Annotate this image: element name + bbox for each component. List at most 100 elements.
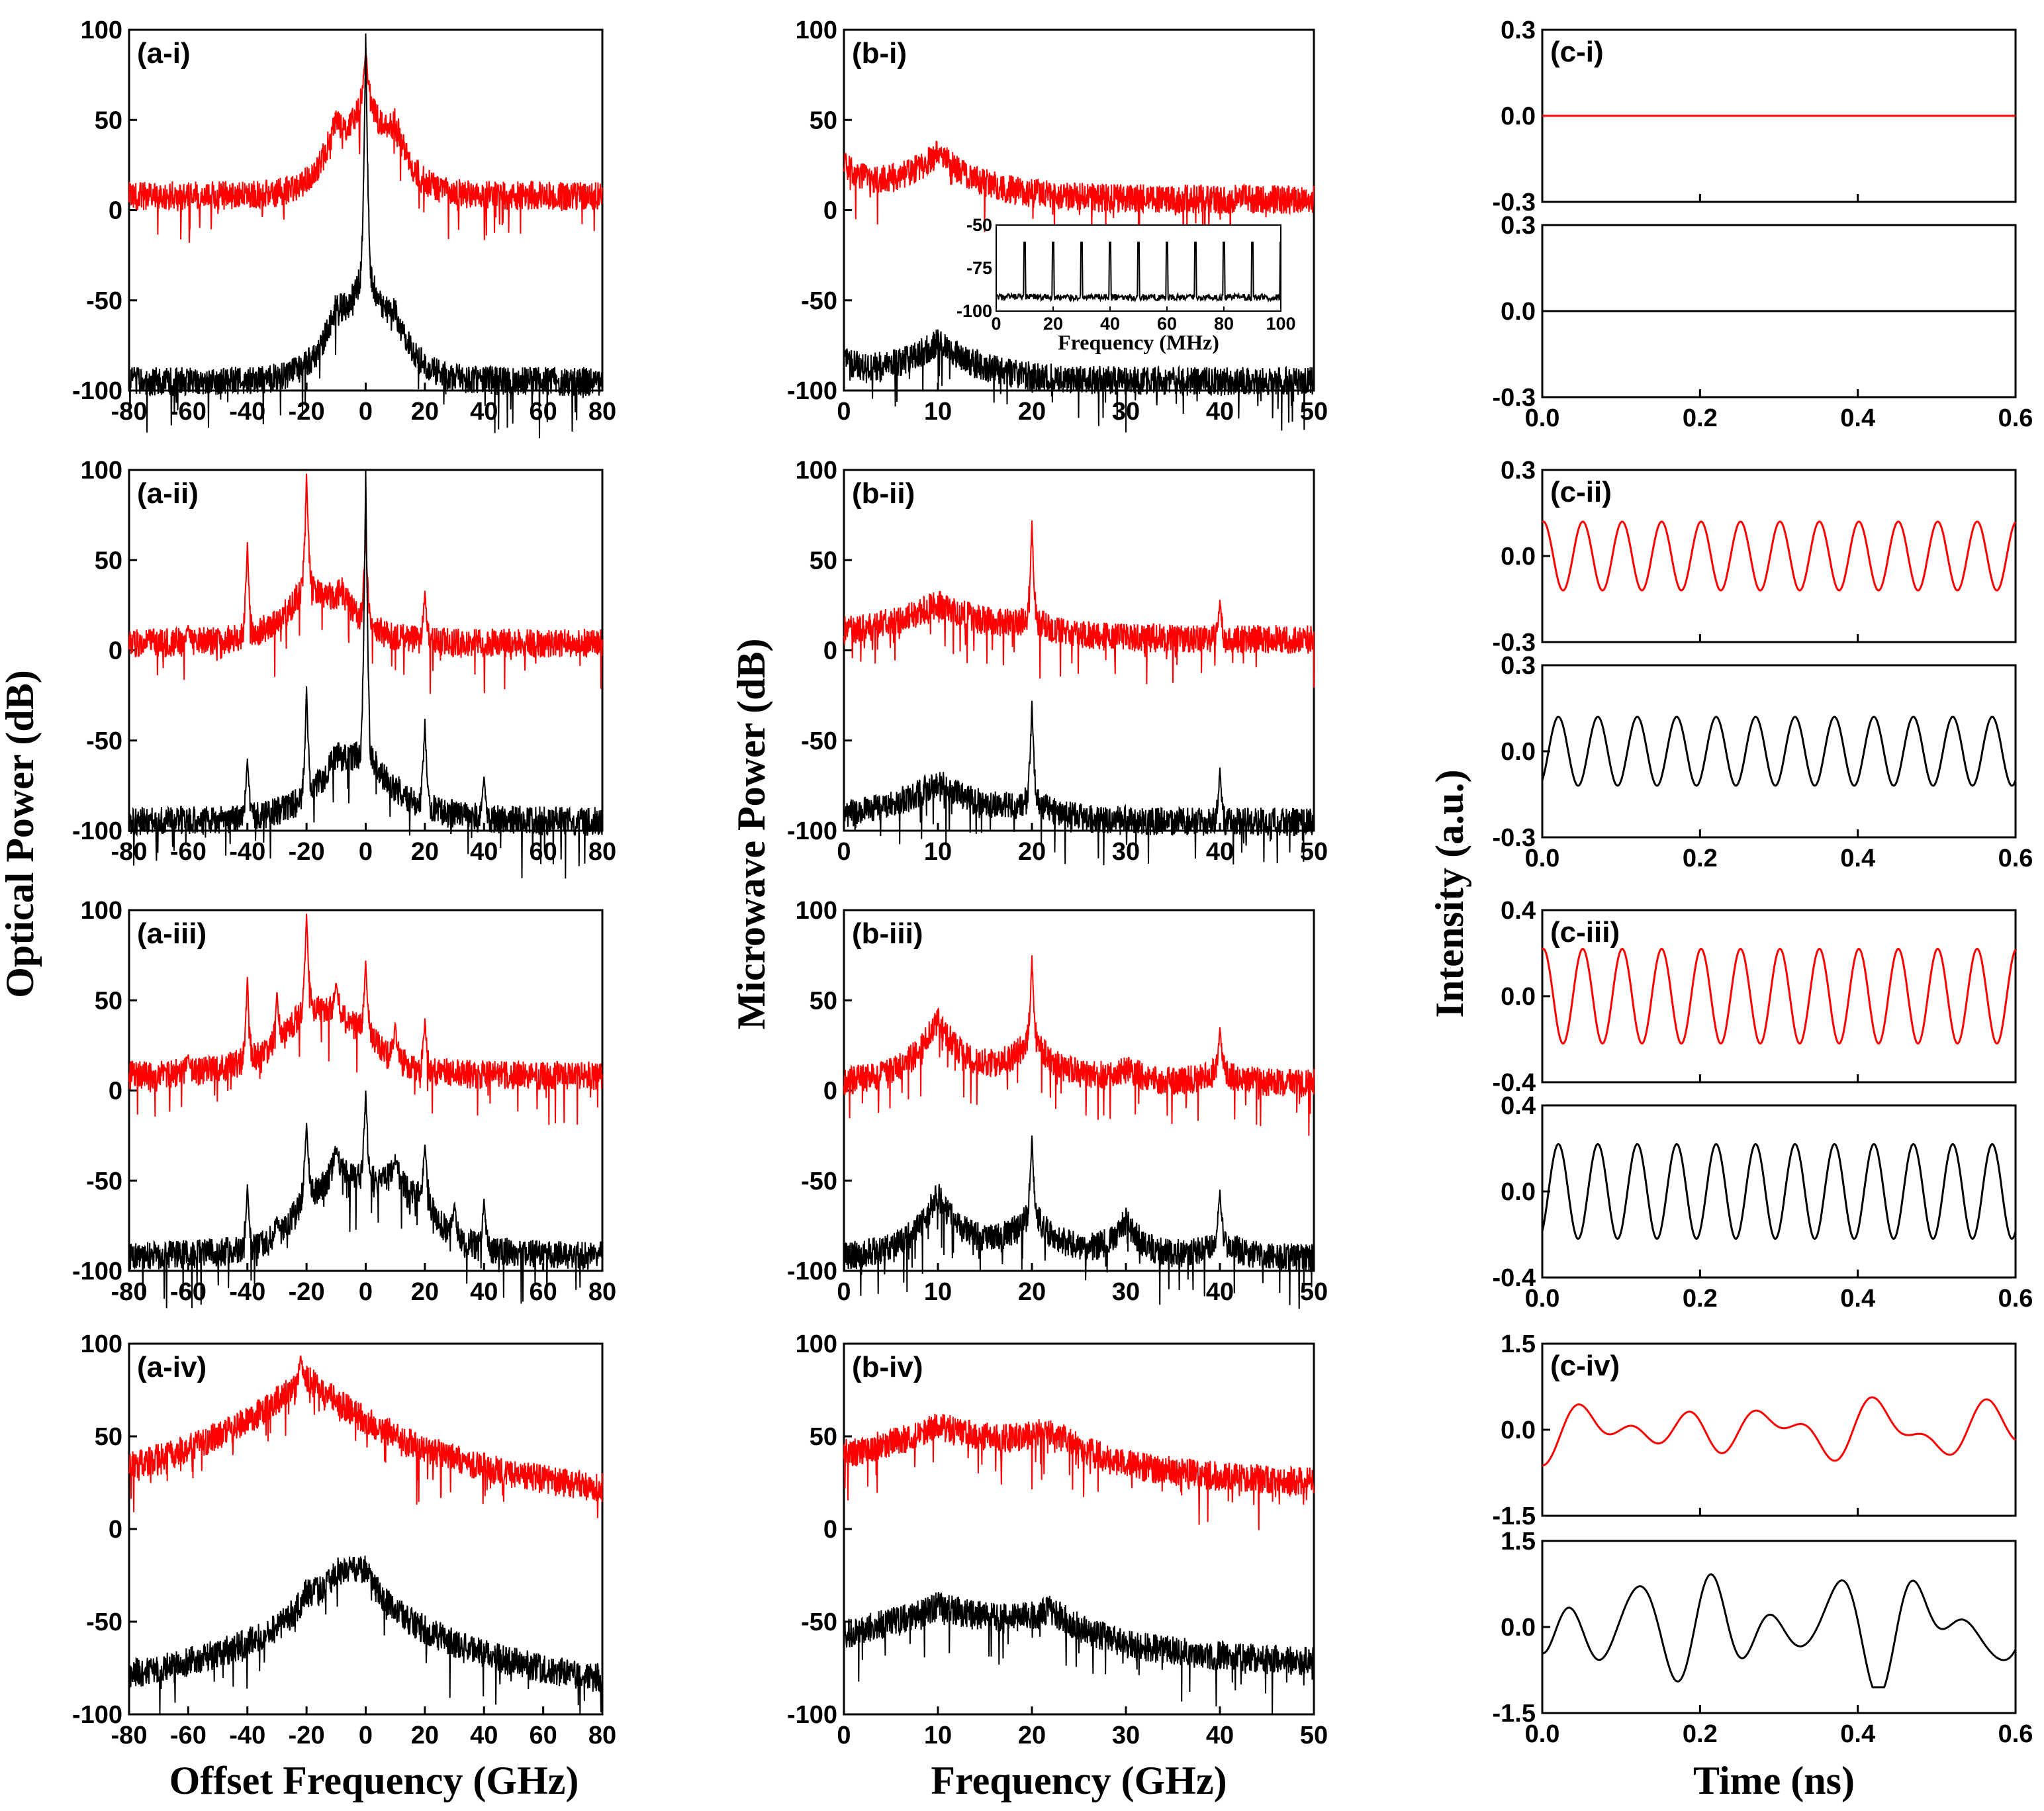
time-panel-2-bottom-ytick-label: 0.3 (1501, 652, 1536, 680)
microwave-panel-4-ytick-label: -50 (801, 1608, 837, 1636)
offset-frequency-axis-label: Offset Frequency (GHz) (169, 1759, 579, 1802)
time-panel-3-black-trace (1541, 1142, 2017, 1240)
microwave-panel-2-ytick-label: 100 (796, 457, 837, 485)
optical-panel-2-ytick-label: 50 (95, 547, 122, 575)
optical-panel-3-xtick-label: 80 (588, 1278, 616, 1306)
microwave-panel-4-black-series (843, 1592, 1315, 1714)
optical-panel-2-ytick-label: -50 (86, 727, 122, 755)
microwave-panel-3-ytick-label: 0 (823, 1078, 837, 1105)
microwave-panel-3-ytick-label: -100 (787, 1258, 837, 1285)
microwave-panel-2-ytick-label: -50 (801, 727, 837, 755)
time-panel-1-bottom-ytick-label: -0.3 (1493, 384, 1536, 412)
time-panel-4-bottom-xtick-label: 0.0 (1525, 1720, 1560, 1748)
optical-panel-2-ytick-label: -100 (72, 817, 122, 845)
microwave-panel-3-black-series (843, 1135, 1315, 1309)
time-panel-4-bottom-ytick-label: 0.0 (1501, 1614, 1536, 1642)
microwave-panel-1-label: (b-i) (852, 37, 907, 70)
microwave-panel-4-xtick-label: 10 (924, 1722, 952, 1749)
time-panel-3-bottom-xtick-label: 0.6 (1998, 1285, 2033, 1313)
microwave-panel-2-xtick-label: 0 (837, 838, 851, 866)
microwave-panel-3-frame (843, 909, 1315, 1272)
time-panel-1-bottom-ytick-label: 0.0 (1501, 298, 1536, 326)
optical-panel-1-black-series (128, 33, 603, 439)
optical-panel-3-xtick-label: -80 (111, 1278, 148, 1306)
microwave-panel-2-xtick-label: 40 (1206, 838, 1234, 866)
time-panel-4-top-ytick-label: -1.5 (1493, 1503, 1536, 1530)
optical-panel-4-ytick-label: 0 (109, 1516, 122, 1544)
time-panel-4-bottom-ytick-label: -1.5 (1493, 1700, 1536, 1728)
time-panel-3-bottom-ytick-label: -0.4 (1493, 1264, 1536, 1292)
inset-xtick-label: 60 (1157, 314, 1177, 334)
time-panel-2-top-ytick-label: 0.0 (1501, 543, 1536, 571)
optical-panel-1-xtick-label: 60 (529, 398, 557, 426)
inset-xtick-label: 0 (991, 314, 1001, 334)
microwave-panel-1-ytick-label: 0 (823, 197, 837, 225)
time-panel-4-top-ytick-label: 0.0 (1501, 1416, 1536, 1444)
optical-panel-4-ytick-label: 100 (81, 1330, 122, 1358)
optical-panel-3-label: (a-iii) (137, 917, 207, 950)
inset-ytick-label: -50 (966, 215, 992, 235)
inset-ytick-label: -100 (956, 301, 992, 321)
optical-panel-1-xtick-label: -60 (170, 398, 207, 426)
time-panel-4-red-trace (1542, 1396, 2016, 1467)
optical-panel-4-red-series (128, 1355, 603, 1518)
time-panel-2-top-ytick-label: -0.3 (1493, 629, 1536, 657)
time-panel-3-top-ytick-label: 0.0 (1501, 983, 1536, 1011)
optical-panel-2-ytick-label: 0 (109, 637, 122, 665)
optical-panel-4-xtick-label: 20 (411, 1722, 439, 1749)
microwave-panel-4-ytick-label: 0 (823, 1516, 837, 1544)
time-panel-2-black-trace (1541, 716, 2017, 787)
time-panel-1-bottom-xtick-label: 0.6 (1998, 404, 2033, 432)
time-panel-3-bottom-ytick-label: 0.0 (1501, 1178, 1536, 1206)
time-panel-4-black-trace (1542, 1573, 2017, 1689)
optical-panel-3-ytick-label: 100 (81, 897, 122, 925)
microwave-panel-3-xtick-label: 0 (837, 1278, 851, 1306)
optical-panel-1-xtick-label: -80 (111, 398, 148, 426)
optical-panel-1-xtick-label: 40 (470, 398, 498, 426)
optical-panel-4-xtick-label: -80 (111, 1722, 148, 1749)
optical-panel-3-xtick-label: 60 (529, 1278, 557, 1306)
optical-panel-3-xtick-label: 20 (411, 1278, 439, 1306)
microwave-panel-2-ytick-label: -100 (787, 817, 837, 845)
optical-panel-2-xtick-label: 20 (411, 838, 439, 866)
microwave-panel-1-ytick-label: 50 (810, 107, 837, 134)
microwave-panel-2-xtick-label: 50 (1300, 838, 1328, 866)
microwave-panel-1-red-series (843, 140, 1315, 247)
optical-panel-3-xtick-label: 0 (359, 1278, 373, 1306)
time-panel-1-top-ytick-label: -0.3 (1493, 189, 1536, 216)
optical-panel-2-xtick-label: -80 (111, 838, 148, 866)
microwave-panel-1-ytick-label: -100 (787, 377, 837, 405)
microwave-panel-1-xtick-label: 0 (837, 398, 851, 426)
inset-ytick-label: -75 (966, 258, 992, 278)
optical-panel-4-xtick-label: -40 (229, 1722, 265, 1749)
microwave-panel-3-xtick-label: 10 (924, 1278, 952, 1306)
microwave-panel-4-xtick-label: 50 (1300, 1722, 1328, 1749)
optical-panel-4-xtick-label: 60 (529, 1722, 557, 1749)
time-panel-3-red-trace (1542, 947, 2017, 1045)
time-panel-4-top-ytick-label: 1.5 (1501, 1330, 1536, 1358)
optical-panel-4-black-series (128, 1556, 603, 1716)
inset-xtick-label: 100 (1266, 314, 1295, 334)
microwave-panel-1-xtick-label: 10 (924, 398, 952, 426)
optical-panel-4-xtick-label: 80 (588, 1722, 616, 1749)
optical-panel-4-label: (a-iv) (137, 1351, 207, 1383)
optical-power-axis-label: Optical Power (dB) (0, 670, 42, 998)
time-panel-2-label: (c-ii) (1550, 476, 1612, 508)
time-panel-1-label: (c-i) (1550, 36, 1604, 68)
optical-panel-2-xtick-label: -20 (289, 838, 325, 866)
time-panel-3-top-ytick-label: -0.4 (1493, 1069, 1536, 1097)
time-panel-3-bottom-xtick-label: 0.0 (1525, 1285, 1560, 1313)
optical-panel-4-xtick-label: -20 (289, 1722, 325, 1749)
microwave-panel-2-black-series (843, 700, 1315, 866)
optical-panel-1-xtick-label: -40 (229, 398, 265, 426)
optical-panel-3-ytick-label: -100 (72, 1258, 122, 1285)
time-panel-2-top-ytick-label: 0.3 (1501, 457, 1536, 485)
time-panel-3-bottom-frame (1541, 1104, 2017, 1279)
microwave-panel-1-xtick-label: 40 (1206, 398, 1234, 426)
time-panel-2-bottom-xtick-label: 0.6 (1998, 845, 2033, 872)
optical-panel-2-xtick-label: 0 (359, 838, 373, 866)
inset-xlabel: Frequency (MHz) (1058, 330, 1219, 354)
microwave-power-axis-label: Microwave Power (dB) (729, 639, 773, 1030)
optical-panel-1-xtick-label: 0 (359, 398, 373, 426)
optical-panel-4-ytick-label: -100 (72, 1701, 122, 1729)
